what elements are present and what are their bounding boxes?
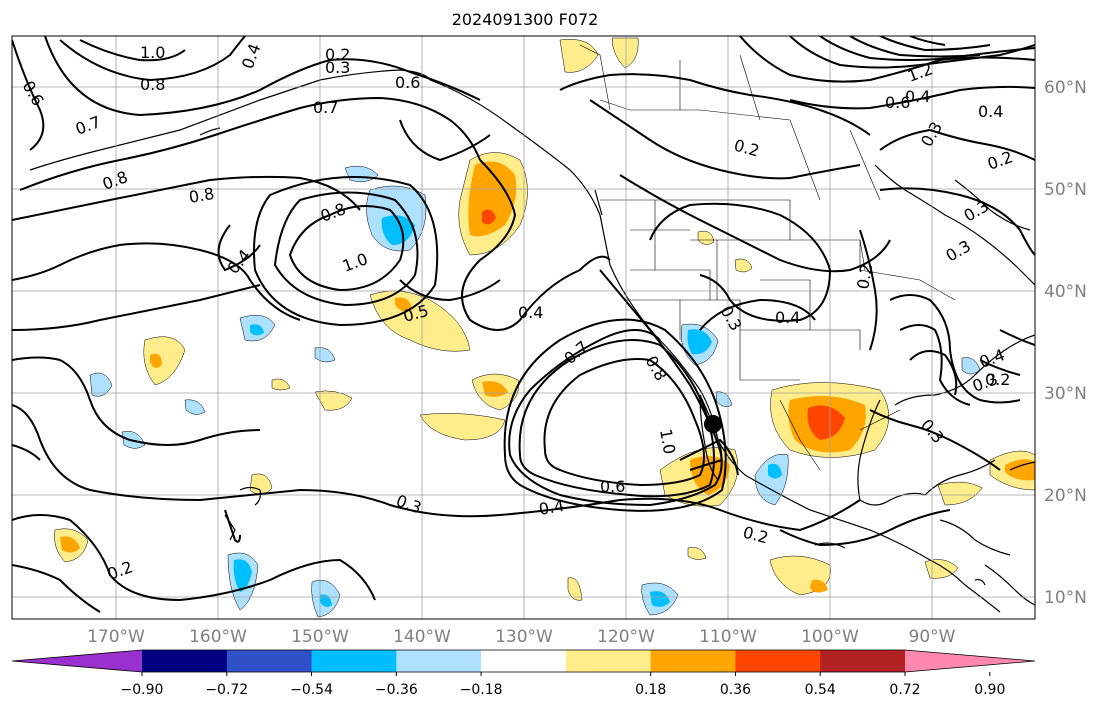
latitude-label: 40°N (1044, 282, 1087, 302)
colorbar-tick-label: 0.90 (974, 682, 1005, 698)
longitude-label: 90°W (909, 627, 956, 647)
longitude-label: 160°W (189, 627, 247, 647)
contour-label: 0.6 (600, 477, 625, 496)
colorbar-tick-label: 0.72 (889, 682, 920, 698)
map-title: 2024091300 F072 (451, 10, 599, 29)
colorbar-segment (396, 650, 482, 672)
latitude-label: 60°N (1044, 78, 1087, 98)
positive-anomaly-gulf-alaska-core (468, 161, 517, 237)
positive-anomaly-caribbean-core (1005, 459, 1035, 481)
positive-anomaly-arctic (611, 37, 639, 69)
positive-anomaly-west-pacific-core (150, 353, 162, 368)
contour-label: 0.7 (313, 98, 338, 117)
colorbar-tick-label: −0.54 (290, 682, 333, 698)
colorbar-segment (650, 650, 736, 672)
colorbar-segment (820, 650, 906, 672)
colorbar-segment (142, 650, 228, 672)
positive-anomaly-small-8 (687, 547, 707, 560)
positive-anomaly-west-pacific (143, 336, 186, 386)
map-background (12, 36, 1035, 619)
latitude-label: 30°N (1044, 384, 1087, 404)
contour-label: 0.4 (905, 87, 930, 106)
colorbar-tick-label: 0.36 (720, 682, 751, 698)
positive-anomaly-central-pacific (369, 290, 471, 352)
negative-anomaly-small-1 (89, 372, 113, 397)
colorbar: −0.90 −0.72 −0.54 −0.36 −0.18 0.18 0.36 0.54 0.7… (11, 649, 1036, 698)
map-frame (11, 35, 1036, 620)
positive-anomaly-small-6 (697, 230, 715, 245)
negative-anomaly-gulf-core (381, 215, 415, 245)
colorbar-tick-label: −0.36 (375, 682, 418, 698)
longitude-label: 110°W (699, 627, 757, 647)
positive-anomaly-small-9 (271, 378, 291, 391)
contour-label: 0.6 (395, 73, 420, 92)
contour-label: 1.0 (140, 43, 165, 62)
colorbar-tick-label: −0.18 (460, 682, 503, 698)
shaded-anomalies (54, 37, 1035, 618)
colorbar-segment (905, 650, 1035, 672)
contour-label: 0.6 (885, 93, 910, 112)
negative-anomaly-west-1-core (250, 324, 264, 336)
contour-label: 0.2 (985, 370, 1010, 389)
negative-anomaly-south-3-core (650, 591, 670, 607)
colorbar-tick-label: 0.54 (805, 682, 836, 698)
colorbar-tick-label: −0.90 (121, 682, 164, 698)
contour-label: 0.4 (978, 102, 1003, 121)
positive-anomaly-north-pacific (419, 413, 506, 441)
contour-label: 0.4 (537, 496, 565, 519)
positive-anomaly-small-5 (734, 258, 753, 273)
positive-anomaly-central-pacific-core (395, 297, 412, 312)
contour-label: 0.3 (325, 58, 350, 77)
colorbar-segment (565, 650, 652, 672)
colorbar-segment (735, 650, 821, 672)
contour-label: 0.8 (187, 184, 215, 207)
longitude-label: 100°W (801, 627, 859, 647)
contour-label: 0.2 (853, 262, 876, 290)
contour-label: 1.0 (656, 427, 679, 455)
colorbar-tick-label: 0.18 (635, 682, 666, 698)
negative-anomaly-mexico-core (768, 463, 782, 479)
negative-anomaly-california-core (687, 329, 712, 355)
positive-anomaly-small-4 (924, 559, 959, 579)
coastlines (29, 69, 1035, 613)
longitude-label: 170°W (87, 627, 145, 647)
latitude-label: 10°N (1044, 588, 1087, 608)
longitude-label: 130°W (495, 627, 553, 647)
longitude-label: 120°W (597, 627, 655, 647)
colorbar-segment (12, 650, 142, 672)
positive-anomaly-alaska-north (559, 39, 599, 73)
longitude-label: 140°W (393, 627, 451, 647)
negative-anomaly-small-5 (184, 399, 206, 415)
storm-center-marker (704, 415, 722, 433)
positive-anomaly-tropical-east-core (810, 579, 828, 593)
positive-anomaly-small-2 (249, 473, 273, 495)
positive-anomaly-gulf-alaska-peak (482, 209, 496, 225)
latitude-axis: 60°N 50°N 40°N 30°N 20°N 10°N (1044, 78, 1087, 608)
contour-label: 0.4 (775, 308, 800, 327)
contour-lines (12, 36, 1035, 613)
positive-anomaly-south-west-core (60, 536, 80, 553)
colorbar-segment (481, 650, 567, 672)
latitude-label: 50°N (1044, 180, 1087, 200)
contour-label: 0.2 (325, 45, 350, 64)
contour-label: 0.8 (140, 75, 165, 94)
positive-anomaly-small-7 (567, 577, 583, 601)
negative-anomaly-south-2-core (320, 594, 332, 607)
colorbar-segment (226, 650, 313, 672)
longitude-axis: 170°W 160°W 150°W 140°W 130°W 120°W 110°… (87, 627, 956, 647)
colorbar-segment (311, 650, 397, 672)
contour-label: 0.4 (518, 303, 543, 322)
colorbar-tick-label: −0.72 (205, 682, 248, 698)
latitude-label: 20°N (1044, 486, 1087, 506)
longitude-label: 150°W (291, 627, 349, 647)
positive-anomaly-small-3 (937, 481, 983, 506)
negative-anomaly-south-1-core (233, 559, 252, 592)
positive-anomaly-texas-peak (807, 405, 845, 440)
positive-anomaly-small-1 (314, 390, 353, 411)
